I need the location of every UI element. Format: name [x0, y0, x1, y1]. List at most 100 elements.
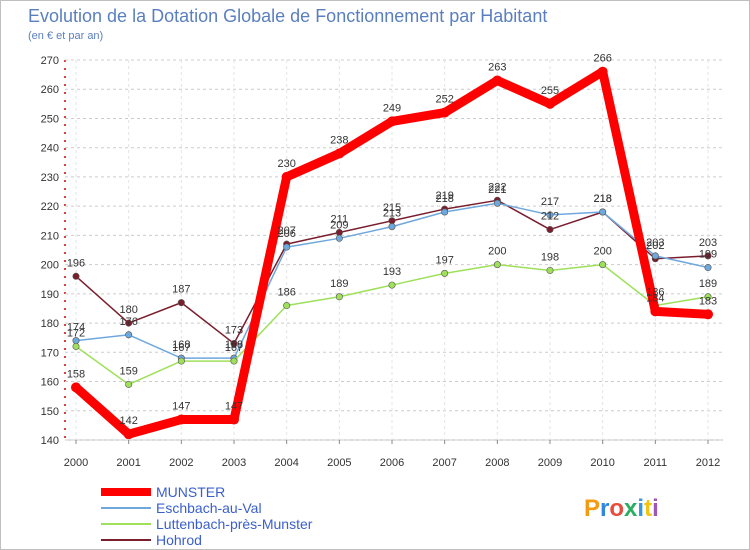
data-point-luttenbach-pr-s-munster [388, 281, 396, 289]
data-label-luttenbach-pr-s-munster: 198 [541, 251, 559, 263]
data-label-eschbach-au-val: 176 [119, 316, 137, 328]
data-point-eschbach-au-val [388, 223, 396, 231]
data-point-luttenbach-pr-s-munster [704, 293, 712, 301]
data-point-luttenbach-pr-s-munster [599, 261, 607, 269]
data-point-hohrod [177, 299, 185, 307]
data-point-munster [650, 306, 661, 317]
data-point-eschbach-au-val [704, 264, 712, 272]
data-label-munster: 183 [699, 295, 717, 307]
data-label-hohrod: 219 [435, 190, 453, 202]
y-tick-label: 180 [41, 318, 59, 330]
data-label-munster: 238 [330, 135, 348, 147]
y-tick-label: 190 [41, 289, 59, 301]
logo-letter: i [652, 495, 659, 522]
data-label-luttenbach-pr-s-munster: 186 [646, 287, 664, 299]
data-label-munster: 230 [277, 158, 295, 170]
x-tick-label: 2008 [485, 457, 509, 469]
x-tick-label: 2000 [64, 457, 88, 469]
data-point-hohrod [125, 319, 133, 327]
data-label-luttenbach-pr-s-munster: 172 [67, 327, 85, 339]
data-point-luttenbach-pr-s-munster [493, 261, 501, 269]
data-label-hohrod: 212 [541, 211, 559, 223]
data-point-luttenbach-pr-s-munster [125, 380, 133, 388]
data-point-hohrod [72, 272, 80, 280]
data-point-hohrod [230, 340, 238, 348]
data-label-eschbach-au-val: 168 [225, 339, 243, 351]
data-point-eschbach-au-val [441, 208, 449, 216]
logo-letter: r [600, 495, 609, 522]
proxiti-logo: Proxiti [584, 495, 659, 522]
logo-letter: x [624, 495, 638, 522]
x-tick-label: 2011 [644, 457, 668, 469]
legend-label-hohrod: Hohrod [156, 532, 202, 548]
data-point-eschbach-au-val [125, 331, 133, 339]
data-label-luttenbach-pr-s-munster: 197 [435, 254, 453, 266]
data-point-luttenbach-pr-s-munster [230, 357, 238, 365]
data-label-luttenbach-pr-s-munster: 193 [383, 266, 401, 278]
data-label-luttenbach-pr-s-munster: 186 [277, 287, 295, 299]
data-label-hohrod: 203 [699, 237, 717, 249]
x-tick-label: 2007 [432, 457, 456, 469]
data-point-munster [492, 75, 503, 86]
data-label-eschbach-au-val: 218 [435, 193, 453, 205]
data-label-eschbach-au-val: 221 [488, 184, 506, 196]
data-label-eschbach-au-val: 206 [277, 228, 295, 240]
data-point-munster [439, 107, 450, 118]
legend-label-munster: MUNSTER [156, 484, 225, 500]
data-label-eschbach-au-val: 218 [593, 193, 611, 205]
data-label-luttenbach-pr-s-munster: 189 [699, 278, 717, 290]
data-point-munster [545, 98, 555, 109]
data-label-hohrod: 222 [488, 181, 506, 193]
chart-subtitle: (en € et par an) [28, 30, 103, 42]
data-label-hohrod: 207 [277, 225, 295, 237]
data-label-munster: 252 [435, 94, 453, 106]
legend-label-luttenbach-pr-s-munster: Luttenbach-près-Munster [156, 516, 313, 532]
data-label-hohrod: 180 [119, 304, 137, 316]
y-tick-label: 260 [41, 84, 59, 96]
data-label-munster: 184 [646, 292, 664, 304]
data-point-hohrod [704, 252, 712, 260]
data-point-eschbach-au-val [546, 211, 554, 219]
data-point-luttenbach-pr-s-munster [335, 293, 343, 301]
data-label-eschbach-au-val: 199 [699, 249, 717, 261]
data-point-munster [703, 309, 713, 320]
data-point-eschbach-au-val [599, 208, 607, 216]
data-label-eschbach-au-val: 213 [383, 208, 401, 220]
data-point-munster [71, 382, 81, 393]
data-label-munster: 249 [383, 102, 401, 114]
x-tick-label: 2004 [274, 457, 298, 469]
data-point-munster [123, 429, 134, 440]
x-tick-label: 2010 [590, 457, 614, 469]
data-point-hohrod [546, 226, 554, 234]
data-label-munster: 158 [67, 368, 85, 380]
logo-letter: i [637, 495, 644, 522]
data-label-hohrod: 202 [646, 240, 664, 252]
data-label-hohrod: 211 [331, 213, 349, 225]
data-label-munster: 255 [541, 85, 559, 97]
data-label-hohrod: 218 [593, 193, 611, 205]
y-tick-label: 250 [41, 113, 59, 125]
x-tick-label: 2006 [380, 457, 404, 469]
y-tick-label: 220 [41, 201, 59, 213]
x-tick-label: 2009 [538, 457, 562, 469]
data-point-munster [387, 116, 397, 127]
x-tick-label: 2012 [696, 457, 720, 469]
data-point-munster [281, 171, 292, 182]
data-label-hohrod: 215 [383, 202, 401, 214]
x-tick-label: 2005 [327, 457, 351, 469]
logo-letter: P [584, 495, 600, 522]
data-point-munster [334, 148, 345, 159]
data-label-luttenbach-pr-s-munster: 189 [330, 278, 348, 290]
chart-title: Evolution de la Dotation Globale de Fonc… [28, 6, 547, 26]
data-point-luttenbach-pr-s-munster [72, 342, 80, 350]
data-label-hohrod: 196 [67, 257, 85, 269]
legend-label-eschbach-au-val: Eschbach-au-Val [156, 500, 262, 516]
y-tick-label: 200 [41, 260, 59, 272]
data-label-luttenbach-pr-s-munster: 167 [225, 342, 243, 354]
y-tick-label: 160 [41, 377, 59, 389]
data-label-luttenbach-pr-s-munster: 167 [172, 342, 190, 354]
y-tick-label: 140 [41, 435, 59, 447]
data-point-eschbach-au-val [651, 252, 659, 260]
